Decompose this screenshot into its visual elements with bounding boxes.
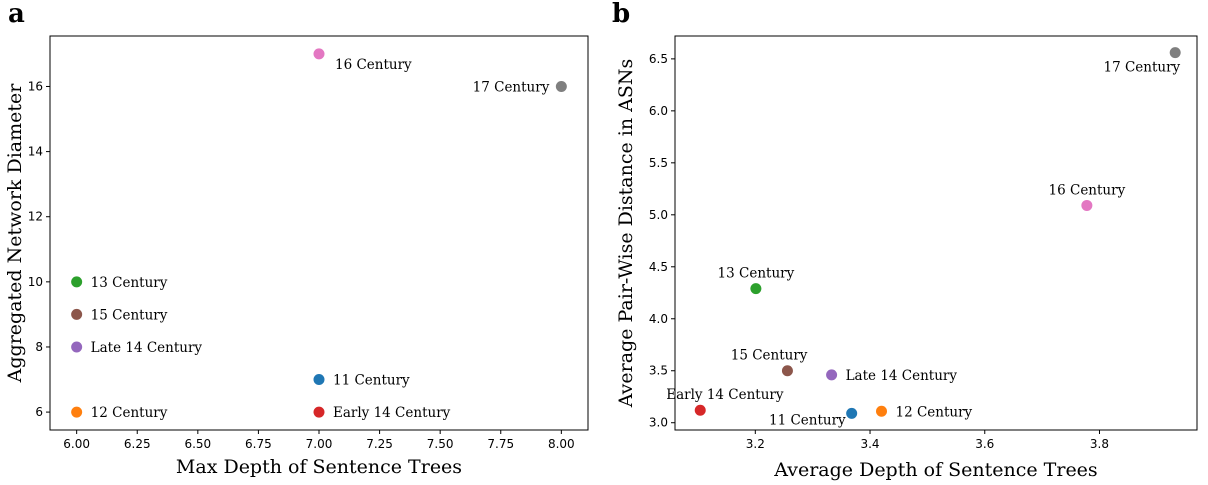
panel-b-y-tick-label: 5.5	[649, 156, 668, 170]
panel-a-point-label-11-century: 11 Century	[333, 373, 410, 389]
panel-b-plot-frame	[674, 35, 1198, 431]
panel-a-x-tick-label: 6.00	[63, 437, 90, 451]
panel-b-point-label-late-14-century: Late 14 Century	[846, 368, 958, 384]
panel-b-point-15-century	[781, 365, 793, 377]
panel-b-y-tick-label: 4.5	[649, 260, 668, 274]
panel-a-point-12-century	[71, 406, 83, 418]
panel-b: b 3.2 3.4 3.6 3.8 3.0 3.5 4.0 4.5 5.0 5.5 6.0 6.5 Av…	[612, 0, 1198, 481]
panel-b-point-17-century	[1169, 47, 1181, 59]
panel-a-x-tick-label: 7.00	[306, 437, 333, 451]
panel-b-y-axis-label: Average Pair-Wise Distance in ASNs	[615, 59, 637, 409]
panel-a-y-tick-label: 14	[28, 145, 43, 159]
panel-a-y-tick-label: 6	[35, 405, 43, 419]
panel-b-x-tick-label: 3.2	[746, 437, 765, 451]
panel-a-x-tick-label: 7.75	[487, 437, 514, 451]
panel-b-x-tick-label: 3.6	[975, 437, 994, 451]
panel-b-x-tick-label: 3.8	[1090, 437, 1109, 451]
panel-b-y-tick-label: 4.0	[649, 312, 668, 326]
panel-a-x-axis-label: Max Depth of Sentence Trees	[176, 456, 462, 478]
panel-a-point-label-12-century: 12 Century	[91, 405, 168, 421]
panel-b-point-label-13-century: 13 Century	[718, 266, 795, 282]
panel-a-point-17-century	[555, 80, 567, 92]
panel-b-x-tick-label: 3.4	[860, 437, 879, 451]
panel-b-letter: b	[612, 0, 630, 29]
panel-b-point-late-14-century	[826, 369, 838, 381]
panel-a-x-tick-label: 7.50	[427, 437, 454, 451]
panel-a-point-16-century	[313, 48, 325, 60]
panel-b-point-label-15-century: 15 Century	[731, 348, 808, 364]
panel-b-y-tick-label: 6.0	[649, 104, 668, 118]
panel-a-x-tick-label: 8.00	[548, 437, 575, 451]
panel-a: a 6.00 6.25 6.50 6.75 7.00 7.25 7.50 7.75 8.00 6 8…	[4, 0, 589, 478]
panel-b-point-13-century	[750, 283, 762, 295]
panel-a-point-15-century	[71, 308, 83, 320]
panel-a-y-axis-label: Aggregated Network Diameter	[4, 83, 26, 384]
panel-a-x-tick-label: 7.25	[366, 437, 393, 451]
panel-b-point-12-century	[876, 405, 888, 417]
panel-b-y-tick-label: 3.5	[649, 364, 668, 378]
panel-a-point-11-century	[313, 374, 325, 386]
panel-a-point-label-15-century: 15 Century	[91, 307, 168, 323]
panel-a-point-label-13-century: 13 Century	[91, 275, 168, 291]
panel-b-point-label-12-century: 12 Century	[896, 404, 973, 420]
panel-b-point-label-16-century: 16 Century	[1049, 182, 1126, 198]
panel-a-y-tick-label: 10	[28, 275, 43, 289]
panel-b-y-tick-label: 3.0	[649, 416, 668, 430]
panel-a-point-13-century	[71, 276, 83, 288]
panel-a-letter: a	[8, 0, 25, 29]
panel-a-point-early-14-century	[313, 406, 325, 418]
panel-b-y-tick-label: 6.5	[649, 52, 668, 66]
panel-b-x-axis-label: Average Depth of Sentence Trees	[773, 459, 1097, 481]
panel-b-point-label-early-14-century: Early 14 Century	[666, 387, 784, 403]
panel-a-x-tick-label: 6.25	[124, 437, 151, 451]
panel-a-point-label-17-century: 17 Century	[473, 79, 550, 95]
panel-b-point-label-17-century: 17 Century	[1104, 60, 1181, 76]
panel-a-point-label-late-14-century: Late 14 Century	[91, 340, 203, 356]
panel-a-y-tick-label: 8	[35, 340, 43, 354]
panel-b-y-tick-label: 5.0	[649, 208, 668, 222]
panel-a-x-tick-label: 6.50	[184, 437, 211, 451]
panel-a-point-label-16-century: 16 Century	[335, 57, 412, 73]
panel-b-point-early-14-century	[694, 404, 706, 416]
panel-a-x-tick-label: 6.75	[245, 437, 272, 451]
panel-b-point-11-century	[846, 407, 858, 419]
panel-a-point-label-early-14-century: Early 14 Century	[333, 405, 451, 421]
panel-b-point-16-century	[1081, 199, 1093, 211]
panel-b-point-label-11-century: 11 Century	[769, 412, 846, 428]
panel-a-y-tick-label: 12	[28, 210, 43, 224]
panel-a-y-tick-label: 16	[28, 79, 43, 93]
panel-a-point-late-14-century	[71, 341, 83, 353]
